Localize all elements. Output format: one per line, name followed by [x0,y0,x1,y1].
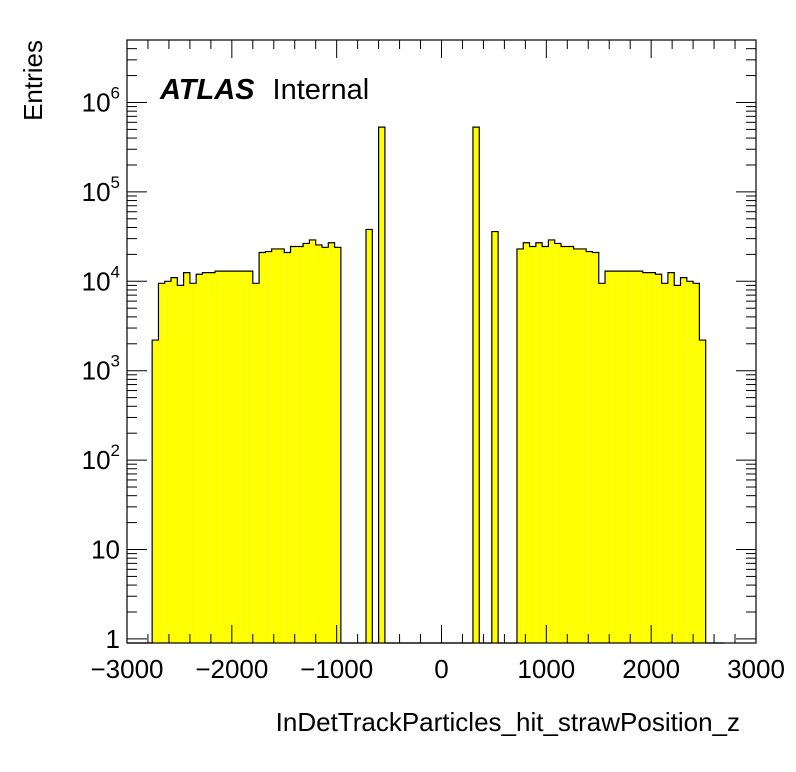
histogram-bin [183,272,190,643]
histogram-bin [617,271,624,643]
x-tick-labels: −3000 −2000 −1000 0 1000 2000 3000 [90,654,784,684]
histogram-bin [290,246,297,643]
histogram-bars [127,126,725,644]
x-tick-label: −3000 [90,654,163,684]
histogram-bin [661,283,668,643]
histogram-bin [252,283,260,643]
histogram-bin [303,243,310,643]
histogram-bin [233,271,241,643]
histogram-bin [221,271,228,643]
histogram-bin [535,242,543,643]
x-tick-label: 0 [434,654,448,684]
x-tick-label: −2000 [195,654,268,684]
histogram-bin [259,252,266,643]
histogram-bin [516,248,524,643]
y-tick-label: 103 [82,352,120,386]
internal-text: Internal [273,74,370,106]
histogram-bin [328,242,335,643]
histogram-bin [265,251,272,643]
y-tick-label: 1 [106,624,120,654]
histogram-bin [523,242,530,643]
histogram-bin [667,272,675,643]
histogram-bin [321,247,329,643]
histogram-bin [579,248,587,643]
histogram-bin [529,246,536,643]
axis-ticks [126,39,757,643]
histogram-bin [680,277,687,643]
histogram-bin [177,285,184,643]
histogram-bin [171,277,178,643]
x-tick-label: 3000 [727,654,785,684]
histogram-bin [246,271,253,643]
y-tick-label: 104 [82,262,120,296]
x-tick-label: 2000 [622,654,680,684]
histogram-bin [567,246,574,643]
histogram-bin [158,283,165,643]
histogram-bin [208,272,216,643]
histogram-bin [189,283,197,643]
y-axis-title: Entries [18,40,48,121]
y-tick-label: 10 [91,535,120,565]
histogram-bin [277,248,285,643]
histogram-bin [649,272,656,643]
histogram-bin [586,251,593,643]
histogram-bin [592,252,599,643]
histogram-bin [164,281,172,643]
histogram-bin [605,271,612,643]
x-tick-label: 1000 [517,654,575,684]
histogram-bin [227,271,234,643]
atlas-label: ATLAS Internal [159,74,369,106]
histogram-bin [240,271,247,643]
histogram-bin [630,271,637,643]
y-tick-label: 105 [82,173,120,207]
histogram-bin [655,274,662,643]
histogram-bin [334,247,341,643]
histogram-bin [196,274,203,643]
histogram-bin [598,283,606,643]
histogram-bin [636,271,643,643]
histogram-bin [642,272,650,643]
histogram-bin [378,127,385,643]
y-tick-label: 102 [82,441,120,475]
histogram-bin [554,243,562,643]
histogram-bin [623,271,631,643]
y-tick-label: 106 [82,83,120,117]
histogram-bin [611,271,618,643]
histogram-bin [472,127,480,643]
histogram-bin [674,285,681,643]
histogram-bin [202,272,209,643]
histogram-bin [561,246,568,643]
histogram-bin [699,340,706,643]
histogram-bin [542,246,549,643]
histogram-bin [686,281,694,643]
histogram-bin [284,252,291,643]
x-tick-label: −1000 [300,654,373,684]
histogram-bin [152,340,159,643]
histogram-bin [215,271,222,643]
atlas-bold-text: ATLAS [159,74,255,106]
histogram-bin [491,231,499,643]
histogram-bin [296,246,304,643]
histogram-bin [309,239,316,644]
y-tick-labels: 1 10 102 103 104 105 106 [82,83,120,653]
histogram-bin [315,244,322,643]
histogram-bin [366,229,373,643]
histogram-bin [548,239,555,644]
histogram-bin [573,248,580,643]
x-axis-title: InDetTrackParticles_hit_strawPosition_z [276,707,740,737]
histogram-bin [271,248,278,643]
histogram-bin [693,283,700,643]
